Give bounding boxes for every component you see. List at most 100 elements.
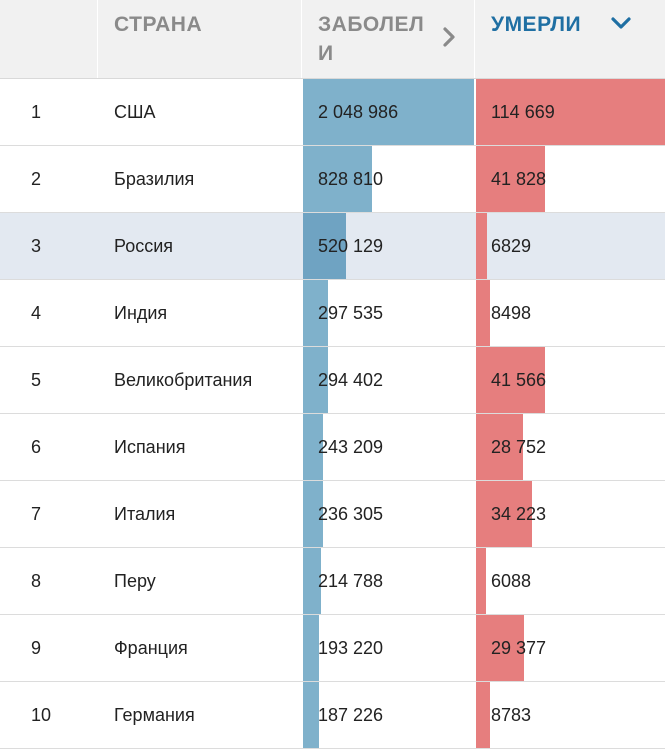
deaths-bar — [476, 280, 490, 346]
rank-value: 8 — [31, 571, 42, 591]
cases-bar — [303, 146, 372, 212]
table-row[interactable]: 5 Великобритания 294 402 41 566 — [0, 347, 665, 414]
deaths-bar — [476, 347, 545, 413]
cases-bar — [303, 213, 346, 279]
table-row[interactable]: 4 Индия 297 535 8498 — [0, 280, 665, 347]
deaths-bar — [476, 213, 487, 279]
cases-value: 243 209 — [318, 437, 384, 457]
rank-value: 2 — [31, 169, 42, 189]
deaths-value: 34 223 — [491, 504, 547, 524]
deaths-bar — [476, 146, 545, 212]
rank-cell: 9 — [0, 615, 97, 681]
rank-cell: 6 — [0, 414, 97, 480]
deaths-bar — [476, 548, 486, 614]
deaths-bar — [476, 481, 532, 547]
rank-cell: 7 — [0, 481, 97, 547]
cases-value: 2 048 986 — [318, 102, 399, 122]
cases-value: 294 402 — [318, 370, 384, 390]
deaths-value: 6088 — [491, 571, 532, 591]
deaths-value: 41 828 — [491, 169, 547, 189]
rank-value: 5 — [31, 370, 42, 390]
deaths-value: 114 669 — [491, 102, 555, 122]
table-row[interactable]: 8 Перу 214 788 6088 — [0, 548, 665, 615]
deaths-cell: 34 223 — [474, 481, 665, 547]
deaths-cell: 41 828 — [474, 146, 665, 212]
table-row[interactable]: 1 США 2 048 986 114 669 — [0, 79, 665, 146]
cases-cell: 294 402 — [301, 347, 474, 413]
cases-bar — [303, 615, 319, 681]
country-cell: Россия — [97, 213, 301, 279]
deaths-value: 41 566 — [491, 370, 547, 390]
country-name: Великобритания — [114, 370, 253, 390]
cases-cell: 214 788 — [301, 548, 474, 614]
table-row[interactable]: 9 Франция 193 220 29 377 — [0, 615, 665, 682]
country-name: Россия — [114, 236, 174, 256]
cases-cell: 297 535 — [301, 280, 474, 346]
table-row[interactable]: 2 Бразилия 828 810 41 828 — [0, 146, 665, 213]
deaths-value: 28 752 — [491, 437, 547, 457]
table-body: 1 США 2 048 986 114 669 2 Бразилия 828 810 41 8… — [0, 79, 665, 749]
deaths-value: 8783 — [491, 705, 532, 725]
table-row[interactable]: 7 Италия 236 305 34 223 — [0, 481, 665, 548]
header-deaths-sort[interactable]: УМЕРЛИ — [474, 0, 665, 78]
deaths-cell: 8498 — [474, 280, 665, 346]
rank-cell: 10 — [0, 682, 97, 748]
rank-value: 3 — [31, 236, 42, 256]
country-name: Италия — [114, 504, 176, 524]
chevron-down-icon — [611, 17, 631, 29]
rank-value: 4 — [31, 303, 42, 323]
country-cell: Испания — [97, 414, 301, 480]
country-name: Германия — [114, 705, 195, 725]
country-name: Перу — [114, 571, 156, 591]
deaths-cell: 41 566 — [474, 347, 665, 413]
deaths-cell: 29 377 — [474, 615, 665, 681]
deaths-cell: 28 752 — [474, 414, 665, 480]
country-cell: США — [97, 79, 301, 145]
header-country[interactable]: СТРАНА — [97, 0, 301, 78]
cases-value: 297 535 — [318, 303, 384, 323]
country-cell: Франция — [97, 615, 301, 681]
header-country-label: СТРАНА — [114, 13, 203, 36]
header-cases-label: ЗАБОЛЕЛИ — [318, 13, 425, 65]
country-name: Бразилия — [114, 169, 195, 189]
country-name: Индия — [114, 303, 168, 323]
table-row[interactable]: 10 Германия 187 226 8783 — [0, 682, 665, 749]
cases-bar — [303, 280, 328, 346]
cases-cell: 187 226 — [301, 682, 474, 748]
country-name: США — [114, 102, 156, 122]
rank-cell: 1 — [0, 79, 97, 145]
rank-value: 6 — [31, 437, 42, 457]
cases-bar — [303, 347, 328, 413]
rank-value: 9 — [31, 638, 42, 658]
table-row[interactable]: 6 Испания 243 209 28 752 — [0, 414, 665, 481]
cases-cell: 193 220 — [301, 615, 474, 681]
cases-bar — [303, 548, 321, 614]
cases-bar — [303, 481, 323, 547]
cases-cell: 2 048 986 — [301, 79, 474, 145]
country-cell: Италия — [97, 481, 301, 547]
country-name: Франция — [114, 638, 188, 658]
country-cell: Германия — [97, 682, 301, 748]
deaths-cell: 6088 — [474, 548, 665, 614]
cases-value: 214 788 — [318, 571, 384, 591]
table-row[interactable]: 3 Россия 520 129 6829 — [0, 213, 665, 280]
deaths-value: 6829 — [491, 236, 532, 256]
rank-cell: 4 — [0, 280, 97, 346]
deaths-bar — [476, 79, 665, 145]
country-cell: Индия — [97, 280, 301, 346]
cases-bar — [303, 682, 319, 748]
country-cell: Перу — [97, 548, 301, 614]
country-name: Испания — [114, 437, 186, 457]
rank-value: 1 — [31, 102, 42, 122]
table-header: СТРАНА ЗАБОЛЕЛИ УМЕРЛИ — [0, 0, 665, 79]
cases-bar — [303, 414, 323, 480]
deaths-bar — [476, 414, 523, 480]
deaths-cell: 114 669 — [474, 79, 665, 145]
chevron-right-icon — [443, 27, 455, 47]
cases-cell: 236 305 — [301, 481, 474, 547]
cases-cell: 520 129 — [301, 213, 474, 279]
cases-value: 236 305 — [318, 504, 384, 524]
deaths-bar — [476, 615, 524, 681]
header-cases-sort[interactable]: ЗАБОЛЕЛИ — [301, 0, 474, 78]
